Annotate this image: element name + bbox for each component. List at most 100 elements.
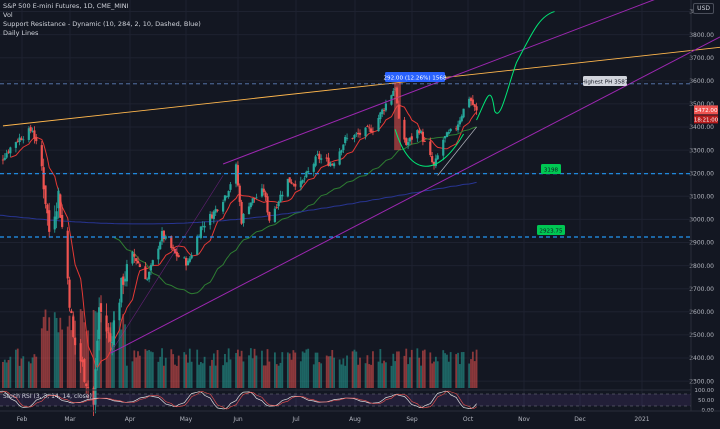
legend-vol[interactable]: Vol (3, 11, 13, 19)
volume-bar (27, 361, 30, 388)
candle-body (123, 278, 127, 282)
candle-body (236, 165, 239, 186)
volume-bar (120, 329, 123, 388)
volume-bar (459, 364, 461, 388)
candle-body (358, 132, 362, 135)
volume-bar (290, 359, 293, 388)
range-box-label-text: 292.00 (12.26%) 1568 (383, 76, 446, 82)
volume-bar (163, 365, 165, 388)
volume-bar (42, 316, 45, 388)
volume-bar (135, 357, 138, 388)
candle-body (249, 202, 252, 208)
legend-title[interactable]: S&P 500 E-mini Futures, 1D, CME_MINI (3, 2, 129, 10)
volume-bar (15, 349, 17, 388)
candle-body (16, 140, 19, 142)
volume-bar (340, 364, 343, 388)
time-axis[interactable]: Feb Mar Apr May Jun Jul Aug Sep Oct Nov Dec 2021 (0, 410, 720, 423)
currency-badge[interactable]: USD (693, 3, 714, 14)
volume-bar (61, 329, 64, 388)
volume-bar (299, 361, 302, 388)
volume-bar (473, 361, 476, 388)
volume-bar (124, 324, 126, 388)
candle-body (462, 108, 465, 118)
time-tick-label: Sep (406, 416, 418, 423)
volume-bar (444, 353, 446, 388)
legend-indicator[interactable]: Support Resistance - Dynamic (10, 284, 2… (3, 20, 201, 28)
level-lower-label-text: 2923.75 (539, 229, 563, 235)
volume-bar (161, 348, 163, 388)
volume-bar (268, 361, 271, 388)
volume-bar (447, 361, 450, 388)
volume-bar (410, 349, 413, 388)
rsi-legend[interactable]: Stoch RSI (3, 3, 14, 14, close) (3, 393, 92, 400)
volume-bar (431, 363, 434, 388)
volume-bar (224, 353, 226, 388)
volume-bar (248, 355, 250, 388)
candle-body (186, 260, 190, 266)
support-arc (394, 129, 465, 167)
volume-bar (294, 352, 297, 388)
candle-body (120, 277, 123, 303)
candle-body (210, 214, 214, 219)
candle-body (345, 137, 349, 139)
volume-bar (164, 357, 167, 388)
candle-body (196, 237, 199, 255)
volume-bar (107, 327, 110, 388)
volume-bar (159, 356, 162, 388)
candle-body (9, 147, 12, 154)
candle-body (316, 154, 319, 156)
candle-body (305, 171, 308, 178)
candle-body (222, 202, 225, 212)
ma-mid-line (113, 126, 477, 295)
legend-lines[interactable]: Daily Lines (3, 29, 39, 37)
volume-bar (436, 361, 439, 388)
candle-body (351, 137, 354, 139)
price-tick-label: 3300.00 (689, 147, 714, 154)
candle-body (48, 210, 51, 232)
volume-bar (249, 348, 252, 388)
candle-body (81, 360, 84, 363)
time-tick-label: Jun (232, 416, 243, 423)
drawings[interactable]: 292.00 (12.26%) 1568 Highest PH 3587 3198 2… (0, 0, 720, 354)
candle-body (177, 255, 180, 258)
candle-body (431, 156, 434, 163)
candle-body (223, 195, 227, 201)
candle-body (172, 247, 175, 249)
price-tick-label: 3800.00 (689, 32, 714, 39)
candle-body (46, 204, 49, 214)
volume-bar (20, 358, 23, 388)
volume-bar (83, 322, 86, 388)
candle-body (22, 139, 25, 141)
candle-body (159, 241, 162, 250)
volume-bar (274, 352, 276, 388)
candle-body (260, 188, 264, 197)
volume-bar (144, 349, 147, 388)
candle-body (183, 257, 186, 259)
volume-bar (188, 348, 191, 388)
volume-bar (262, 365, 265, 388)
volume-bar (22, 356, 25, 388)
volume-bar (359, 357, 361, 388)
candle-body (421, 131, 424, 142)
volume-bar (40, 328, 43, 388)
candle-body (105, 315, 108, 332)
volume-bar (442, 350, 445, 388)
volume-bar (138, 355, 141, 388)
candle-body (371, 131, 375, 132)
volume-bar (212, 353, 215, 388)
candle-body (436, 155, 439, 160)
volume-bar (418, 357, 421, 388)
candle-body (190, 255, 193, 259)
candle-body (277, 201, 280, 207)
candle-body (149, 265, 153, 271)
candle-body (144, 266, 147, 280)
candle-body (175, 251, 178, 257)
volume-bar (327, 356, 330, 388)
candle-body (27, 128, 30, 140)
volume-bar (46, 330, 49, 388)
candle-body (449, 128, 452, 132)
candle-body (299, 181, 302, 188)
volume-bar (329, 356, 332, 388)
candle-body (68, 279, 71, 308)
